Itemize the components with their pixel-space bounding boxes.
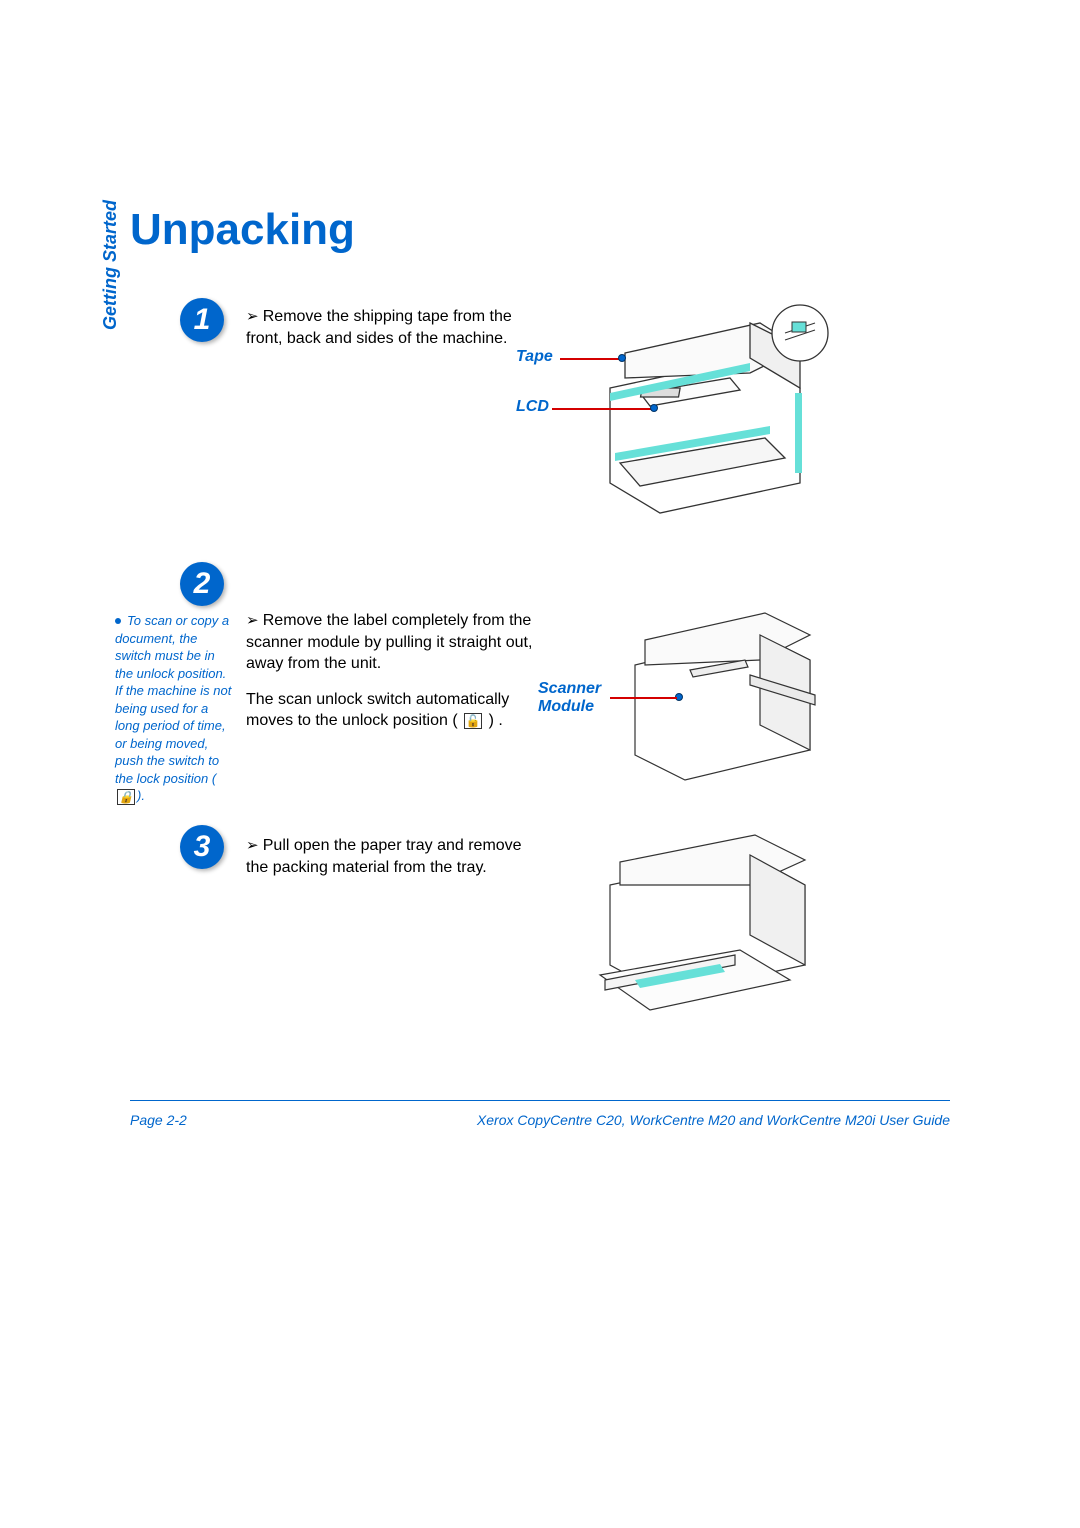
- step1-illustration: [570, 298, 830, 528]
- callout-tape-dot: [618, 354, 626, 362]
- step2-bullet: Remove the label completely from the sca…: [246, 612, 532, 672]
- step3-illustration: [565, 830, 835, 1045]
- lock-unlocked-icon: 🔓: [464, 713, 482, 729]
- step2-extra-post: ) .: [489, 712, 503, 729]
- step-badge-2: 2: [180, 562, 224, 606]
- step3-bullet: Pull open the paper tray and remove the …: [246, 837, 522, 876]
- step2-side-note: To scan or copy a document, the switch m…: [115, 612, 235, 805]
- page-title: Unpacking: [130, 205, 355, 255]
- callout-scanner-module: Scanner Module: [538, 680, 608, 716]
- callout-tape-line: [560, 358, 620, 360]
- section-side-label: Getting Started: [100, 200, 121, 330]
- step1-text: Remove the shipping tape from the front,…: [246, 306, 536, 349]
- step1-bullet: Remove the shipping tape from the front,…: [246, 308, 512, 347]
- step-badge-1: 1: [180, 298, 224, 342]
- callout-lcd-line: [552, 408, 652, 410]
- callout-tape: Tape: [516, 348, 553, 366]
- step2-illustration: [610, 605, 830, 785]
- bullet-dot-icon: [115, 618, 121, 624]
- step3-text: Pull open the paper tray and remove the …: [246, 835, 536, 878]
- footer-page-number: Page 2-2: [130, 1112, 187, 1128]
- step2-text: Remove the label completely from the sca…: [246, 610, 536, 732]
- callout-lcd: LCD: [516, 398, 549, 416]
- side-note-text: To scan or copy a document, the switch m…: [115, 613, 231, 786]
- callout-scanner-line: [610, 697, 677, 699]
- callout-lcd-dot: [650, 404, 658, 412]
- step-badge-3: 3: [180, 825, 224, 869]
- side-note-tail: ).: [137, 788, 145, 803]
- lock-locked-icon: 🔒: [117, 789, 135, 805]
- footer-guide-title: Xerox CopyCentre C20, WorkCentre M20 and…: [477, 1112, 950, 1128]
- footer-rule: [130, 1100, 950, 1101]
